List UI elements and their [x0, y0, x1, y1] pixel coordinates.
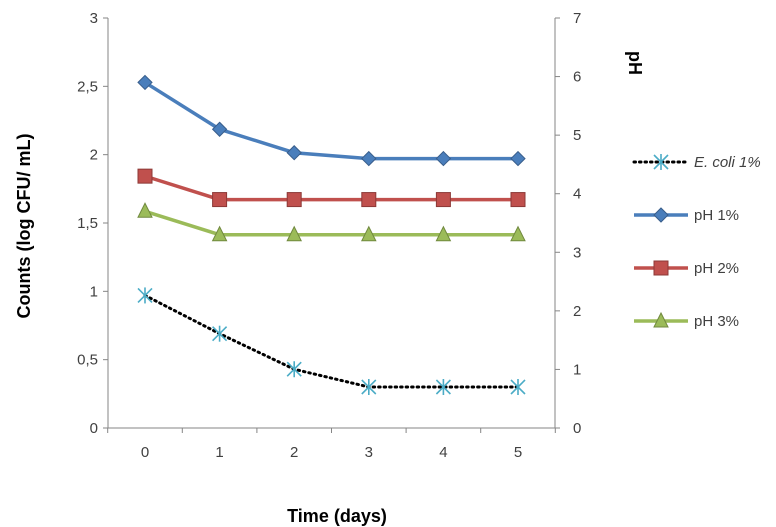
series-ph-2-point — [212, 192, 228, 208]
series-ph-2-point — [361, 192, 377, 208]
series-e-coli-1-point — [286, 361, 302, 378]
series-ph-3-point — [435, 225, 452, 242]
legend-item-ph-1-label: pH 1% — [694, 207, 739, 224]
x-tick-label: 4 — [439, 444, 447, 461]
legend-item-e-coli-1-marker — [653, 154, 669, 170]
y2-axis-title: pH — [625, 51, 645, 75]
x-tick-label: 1 — [215, 444, 223, 461]
series-ph-3-point — [510, 225, 526, 242]
series-ph-1 — [137, 74, 526, 167]
series-ph-1-point — [435, 150, 452, 167]
series-ph-3 — [137, 202, 526, 242]
x-tick-label: 2 — [290, 444, 298, 461]
legend-item-ph-1-marker — [653, 207, 669, 223]
series-ph-1-line — [144, 80, 518, 161]
y2-tick-label: 4 — [573, 186, 581, 203]
x-tick-label: 3 — [365, 444, 373, 461]
series-ph-1-point — [137, 74, 153, 91]
legend: E. coli 1% pH 1% pH 2% pH 3% — [632, 154, 761, 330]
series-e-coli-1 — [137, 287, 526, 395]
series-e-coli-1-point — [510, 379, 526, 395]
y-tick-label: 1 — [90, 283, 98, 300]
series-ph-1-point — [286, 145, 302, 161]
y-tick-label: 2,5 — [77, 78, 98, 95]
legend-item-e-coli-1-label: E. coli 1% — [694, 154, 761, 171]
series-ph-3-point — [211, 225, 228, 242]
series-e-coli-1-line — [143, 293, 520, 389]
y2-tick-label: 7 — [573, 10, 581, 27]
legend-item-ph-2-label: pH 2% — [694, 260, 739, 277]
legend-item-ph-1: pH 1% — [634, 207, 739, 224]
y2-tick-label: 3 — [573, 244, 581, 261]
series-ph-2-point — [137, 168, 153, 184]
y-tick-label: 1,5 — [77, 215, 98, 232]
series-ph-2-point — [435, 192, 451, 208]
legend-item-ph-2-marker — [653, 260, 669, 276]
x-tick-label: 0 — [141, 444, 149, 461]
legend-item-ph-3-label: pH 3% — [694, 313, 739, 330]
series-ph-1-point — [510, 150, 526, 167]
series-ph-2 — [137, 168, 526, 208]
y2-tick-label: 5 — [573, 127, 581, 144]
y2-tick-label: 6 — [573, 69, 581, 86]
series-ph-2-point — [510, 192, 526, 208]
series-ph-3-point — [137, 202, 153, 218]
series-ph-1-point — [361, 150, 377, 167]
x-axis-title: Time (days) — [287, 506, 387, 526]
series-e-coli-1-point — [361, 379, 377, 395]
y-tick-label: 2 — [90, 147, 98, 164]
y-tick-label: 3 — [90, 10, 98, 27]
series-ph-3-point — [286, 225, 303, 242]
legend-item-ph-3-marker — [653, 311, 669, 328]
legend-item-ph-2: pH 2% — [634, 260, 739, 277]
series-ph-3-point — [360, 225, 377, 242]
series-ph-1-point — [211, 121, 228, 137]
legend-item-e-coli-1: E. coli 1% — [632, 154, 761, 171]
series-e-coli-1-point — [212, 325, 228, 342]
series-ph-2-point — [286, 192, 302, 208]
x-tick-label: 5 — [514, 444, 522, 461]
y2-tick-label: 1 — [573, 361, 581, 378]
y2-tick-label: 0 — [573, 420, 581, 437]
series-e-coli-1-point — [137, 287, 153, 304]
y-axis-title: Counts (log CFU/ mL) — [14, 134, 34, 319]
series-e-coli-1-point — [435, 379, 451, 395]
y-tick-label: 0 — [90, 420, 98, 437]
series-ph-3-line — [144, 209, 518, 237]
legend-item-ph-3: pH 3% — [634, 311, 739, 330]
y2-tick-label: 2 — [573, 303, 581, 320]
y-tick-label: 0,5 — [77, 352, 98, 369]
series-ph-2-line — [144, 174, 518, 202]
